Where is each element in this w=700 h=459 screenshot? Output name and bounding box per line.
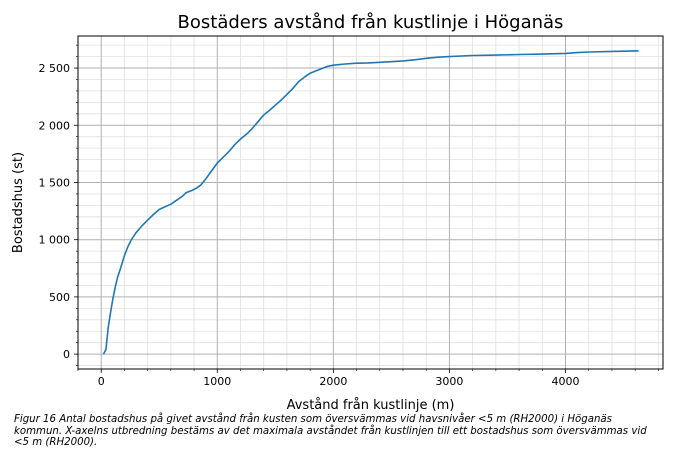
- x-axis-label: Avstånd från kustlinje (m): [287, 398, 455, 413]
- major-grid: [78, 36, 663, 369]
- y-tick-label: 0: [63, 348, 70, 361]
- minor-grid: [77, 36, 663, 369]
- x-tick-label: 3000: [435, 375, 463, 388]
- y-axis: 0 500 1 000 1 500 2 000 2 500: [39, 44, 78, 366]
- figure-caption: Figur 16 Antal bostadshus på givet avstå…: [14, 414, 647, 449]
- y-tick-label: 2 500: [39, 62, 71, 75]
- y-tick-label: 1 000: [39, 234, 71, 247]
- series-layer: [102, 50, 639, 355]
- x-axis: 0 1000 2000 3000 4000: [77, 369, 659, 388]
- x-tick-label: 2000: [319, 375, 347, 388]
- plot-frame: [77, 35, 664, 370]
- x-tick-label: 0: [98, 375, 105, 388]
- series-line: [102, 50, 639, 355]
- chart-title: Bostäders avstånd från kustlinje i Högan…: [178, 12, 564, 33]
- y-tick-label: 500: [49, 291, 70, 304]
- x-tick-label: 1000: [203, 375, 231, 388]
- y-tick-label: 2 000: [39, 119, 71, 132]
- y-tick-label: 1 500: [39, 176, 71, 189]
- y-axis-label: Bostadshus (st): [11, 152, 26, 253]
- x-tick-label: 4000: [552, 375, 580, 388]
